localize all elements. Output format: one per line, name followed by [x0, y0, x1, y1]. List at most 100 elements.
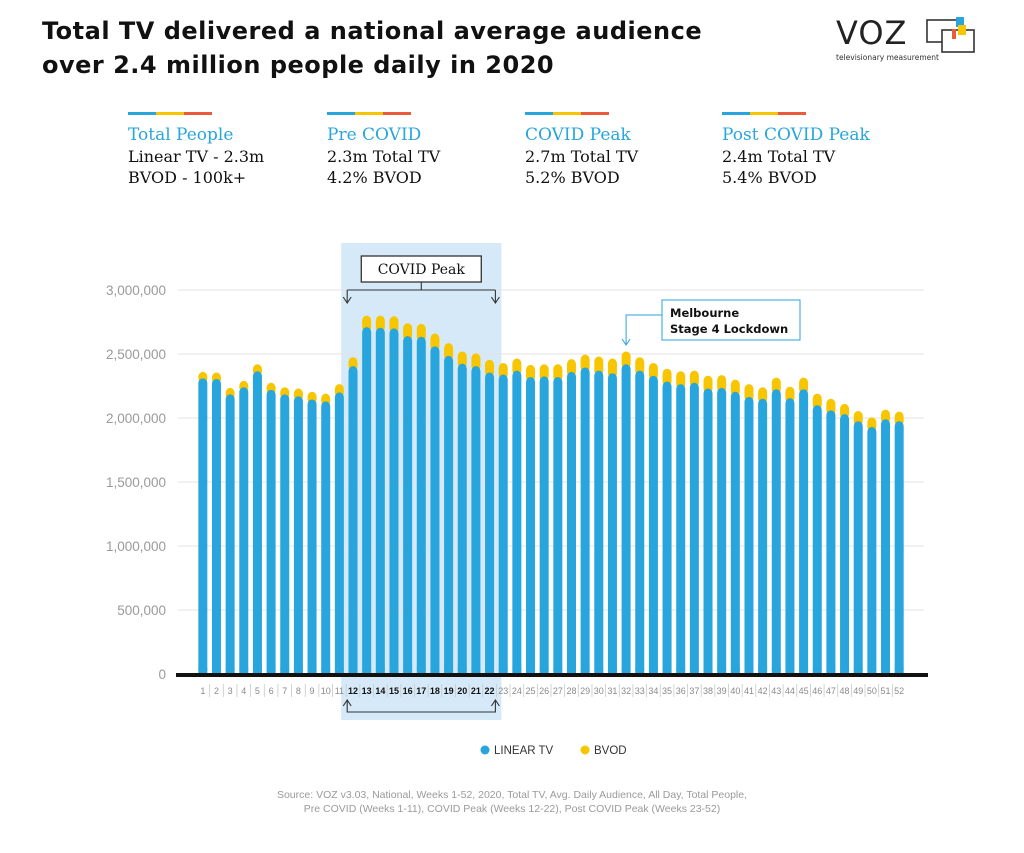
bar-linear-tv-base	[526, 668, 536, 674]
bar-linear-tv-base	[689, 668, 699, 674]
x-tick-label: 8	[296, 686, 301, 696]
x-tick-label: 4	[241, 686, 246, 696]
bar-linear-tv	[648, 375, 658, 674]
source-line-2: Pre COVID (Weeks 1-11), COVID Peak (Week…	[303, 803, 721, 815]
bar-linear-tv	[321, 401, 331, 674]
bar-bvod	[635, 357, 645, 376]
x-tick-label: 38	[703, 686, 713, 696]
x-tick-label: 7	[282, 686, 287, 696]
bar-linear-tv-base	[785, 668, 795, 674]
x-tick-label: 25	[526, 686, 536, 696]
bar-linear-tv-base	[730, 668, 740, 674]
bar-linear-tv	[785, 398, 795, 674]
stat-line-2: 4.2% BVOD	[327, 168, 422, 187]
bar-bvod	[403, 323, 413, 342]
x-tick-label: 43	[771, 686, 781, 696]
x-tick-label: 36	[676, 686, 686, 696]
bar-linear-tv	[894, 421, 904, 674]
x-tick-label: 5	[255, 686, 260, 696]
bar-linear-tv-base	[252, 668, 262, 674]
bar-linear-tv-base	[444, 668, 454, 674]
stat-line-2: BVOD - 100k+	[128, 168, 247, 187]
bar-linear-tv-base	[580, 668, 590, 674]
x-tick-label: 29	[580, 686, 590, 696]
bar-linear-tv	[266, 389, 276, 674]
bar-linear-tv	[812, 405, 822, 674]
bar-linear-tv	[840, 414, 850, 674]
x-tick-label: 39	[717, 686, 727, 696]
bar-linear-tv	[881, 419, 891, 674]
bar-linear-tv	[211, 378, 221, 674]
bar-linear-tv	[539, 376, 549, 674]
bar-linear-tv-base	[771, 668, 781, 674]
bar-linear-tv-base	[621, 668, 631, 674]
bar-linear-tv	[389, 328, 399, 674]
bar-linear-tv	[621, 364, 631, 674]
bar-linear-tv-base	[867, 668, 877, 674]
stat-line-1: Linear TV - 2.3m	[128, 147, 265, 166]
x-tick-label: 3	[228, 686, 233, 696]
bar-linear-tv	[512, 370, 522, 674]
stat-line-1: 2.4m Total TV	[722, 147, 836, 166]
x-tick-label: 45	[799, 686, 809, 696]
y-tick-label: 500,000	[117, 603, 166, 618]
bar-bvod	[607, 358, 617, 379]
annotation-line-1: Melbourne	[670, 306, 739, 320]
x-tick-label: 11	[335, 686, 344, 696]
bar-linear-tv-base	[607, 668, 617, 674]
x-tick-label: 12	[348, 686, 358, 696]
stat-color-bar	[525, 112, 609, 115]
y-tick-label: 1,500,000	[106, 475, 166, 490]
y-tick-label: 0	[158, 667, 166, 682]
x-tick-label: 35	[662, 686, 672, 696]
bar-linear-tv	[607, 373, 617, 674]
stat-line-1: 2.7m Total TV	[525, 147, 639, 166]
x-tick-label: 19	[444, 686, 454, 696]
bar-bvod	[662, 368, 672, 387]
bar-linear-tv-base	[198, 668, 208, 674]
bar-linear-tv	[594, 370, 604, 674]
bar-linear-tv-base	[881, 668, 891, 674]
bar-linear-tv-base	[416, 668, 426, 674]
stat-color-bar	[722, 112, 806, 115]
x-tick-label: 15	[389, 686, 399, 696]
bar-linear-tv	[758, 398, 768, 674]
bar-linear-tv-base	[362, 668, 372, 674]
source-line-1: Source: VOZ v3.03, National, Weeks 1-52,…	[276, 789, 748, 801]
bar-linear-tv	[799, 389, 809, 674]
x-tick-label: 24	[512, 686, 522, 696]
x-tick-label: 37	[689, 686, 699, 696]
covid-peak-bottom-bracket	[346, 700, 496, 713]
x-tick-label: 31	[607, 686, 617, 696]
x-tick-label: 42	[758, 686, 768, 696]
x-tick-label: 28	[566, 686, 576, 696]
bar-linear-tv	[635, 370, 645, 674]
bar-linear-tv-base	[853, 668, 863, 674]
bar-linear-tv	[826, 410, 836, 674]
x-tick-label: 47	[826, 686, 836, 696]
bar-linear-tv-base	[840, 668, 850, 674]
stat-heading: Total People	[128, 125, 234, 145]
bar-linear-tv-base	[799, 668, 809, 674]
legend-bvod-swatch	[580, 745, 590, 755]
x-tick-label: 18	[430, 686, 440, 696]
bar-linear-tv-base	[512, 668, 522, 674]
legend-linear-tv-swatch	[480, 745, 490, 755]
bar-bvod	[744, 384, 754, 402]
bar-linear-tv	[375, 327, 385, 674]
bar-linear-tv-base	[321, 668, 331, 674]
covid-peak-top-bracket	[346, 282, 496, 302]
x-tick-label: 13	[362, 686, 372, 696]
bar-linear-tv-base	[744, 668, 754, 674]
bar-linear-tv	[416, 336, 426, 674]
bar-linear-tv	[225, 394, 235, 674]
bar-linear-tv	[662, 381, 672, 674]
title-line-2: over 2.4 million people daily in 2020	[42, 51, 555, 79]
stat-post-covid-peak: Post COVID Peak 2.4m Total TV 5.4% BVOD	[722, 112, 912, 188]
bar-bvod	[416, 323, 426, 342]
covid-peak-label-box	[360, 255, 482, 283]
bar-linear-tv	[771, 389, 781, 674]
bar-linear-tv	[239, 387, 249, 674]
bar-linear-tv	[676, 384, 686, 674]
x-tick-label: 34	[648, 686, 658, 696]
